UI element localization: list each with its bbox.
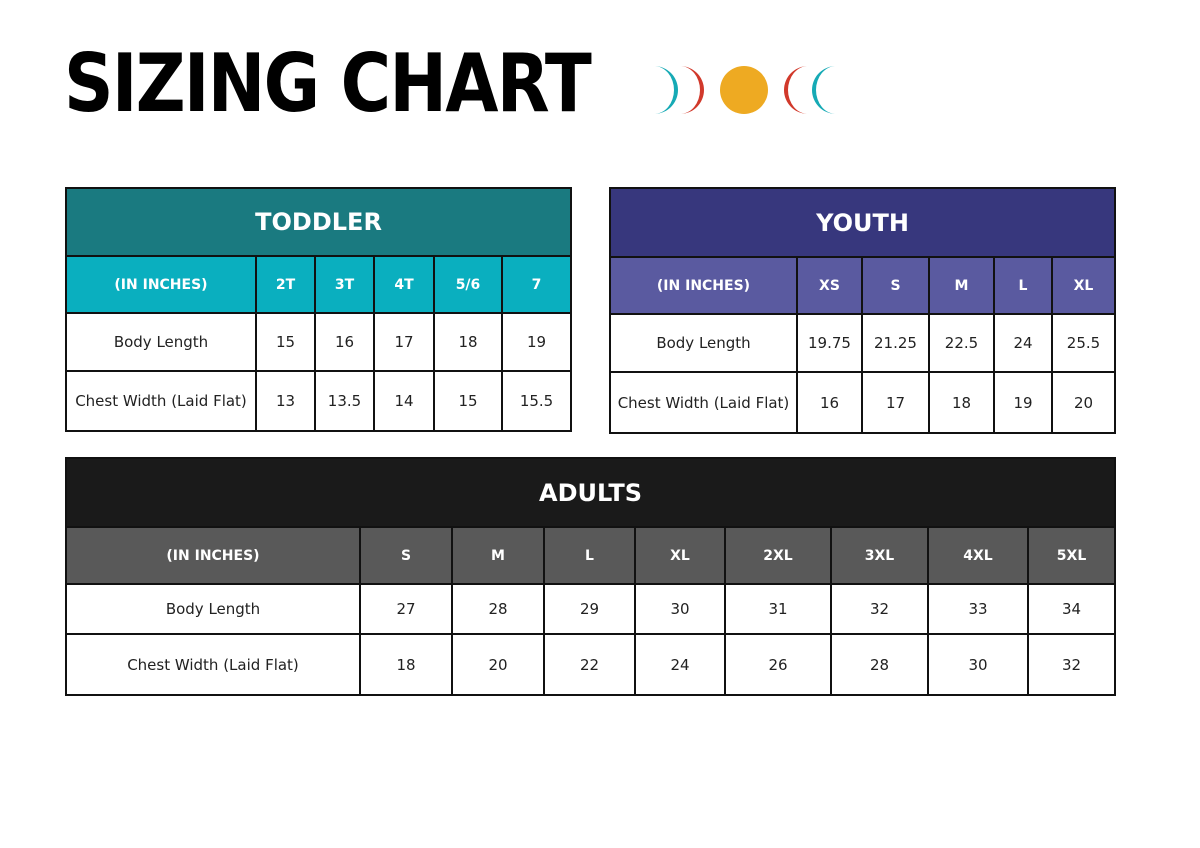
size-value: 33 <box>927 583 1029 635</box>
data-row: Chest Width (Laid Flat) 13 13.5 14 15 15.5 <box>65 370 573 432</box>
size-value: 16 <box>796 371 863 434</box>
row-label: Body Length <box>65 583 361 635</box>
column-header: M <box>928 256 995 315</box>
size-value: 18 <box>433 312 503 372</box>
table-title: ADULTS <box>64 457 1117 528</box>
size-value: 13 <box>255 370 316 432</box>
column-header: 3T <box>314 255 375 314</box>
size-table: YOUTH (IN INCHES) XS S M L XL Body Length 19.75 2… <box>609 187 1116 434</box>
title-row: ADULTS <box>64 457 1117 528</box>
size-value: 20 <box>451 633 545 696</box>
column-header: (IN INCHES) <box>609 256 798 315</box>
column-header: L <box>543 526 636 585</box>
column-header: XL <box>634 526 726 585</box>
size-value: 15 <box>433 370 503 432</box>
table-title: YOUTH <box>609 187 1116 258</box>
size-value: 19 <box>500 312 573 372</box>
column-header: XL <box>1051 256 1116 315</box>
size-value: 29 <box>543 583 636 635</box>
column-header: 5XL <box>1026 526 1117 585</box>
size-value: 18 <box>359 633 453 696</box>
column-header: 4T <box>373 255 435 314</box>
size-value: 24 <box>634 633 726 696</box>
size-value: 14 <box>373 370 435 432</box>
column-header: L <box>993 256 1053 315</box>
size-value: 30 <box>634 583 726 635</box>
row-label: Chest Width (Laid Flat) <box>65 633 361 696</box>
column-header: (IN INCHES) <box>65 255 257 314</box>
column-header: 2T <box>255 255 316 314</box>
title-row: YOUTH <box>609 187 1116 258</box>
row-label: Chest Width (Laid Flat) <box>65 370 257 432</box>
column-header: S <box>861 256 930 315</box>
size-value: 28 <box>451 583 545 635</box>
title-row: TODDLER <box>64 187 573 257</box>
size-value: 25.5 <box>1051 313 1116 373</box>
column-header: 7 <box>500 255 573 314</box>
column-header: 2XL <box>724 526 832 585</box>
size-value: 26 <box>724 633 832 696</box>
size-value: 15.5 <box>500 370 573 432</box>
size-value: 32 <box>830 583 929 635</box>
size-value: 34 <box>1026 583 1117 635</box>
row-label: Chest Width (Laid Flat) <box>609 371 798 434</box>
size-value: 18 <box>928 371 995 434</box>
size-value: 32 <box>1026 633 1117 696</box>
size-value: 22 <box>543 633 636 696</box>
column-header: (IN INCHES) <box>65 526 361 585</box>
size-value: 13.5 <box>314 370 375 432</box>
column-header: 4XL <box>927 526 1029 585</box>
size-value: 24 <box>993 313 1053 373</box>
data-row: Body Length 15 16 17 18 19 <box>65 312 573 372</box>
size-value: 27 <box>359 583 453 635</box>
column-header: 5/6 <box>433 255 503 314</box>
size-value: 31 <box>724 583 832 635</box>
data-row: Chest Width (Laid Flat) 16 17 18 19 20 <box>609 371 1116 434</box>
size-table: TODDLER (IN INCHES) 2T 3T 4T 5/6 7 Body Length 1… <box>64 187 573 432</box>
size-value: 20 <box>1051 371 1116 434</box>
size-value: 17 <box>373 312 435 372</box>
size-value: 16 <box>314 312 375 372</box>
column-header: XS <box>796 256 863 315</box>
moon-icons <box>654 66 836 114</box>
data-row: Body Length 27 28 29 30 31 32 33 34 <box>65 583 1117 635</box>
size-table: ADULTS (IN INCHES) S M L XL 2XL 3XL 4XL 5XL Body L… <box>64 457 1117 696</box>
data-row: Body Length 19.75 21.25 22.5 24 25.5 <box>609 313 1116 373</box>
row-label: Body Length <box>65 312 257 372</box>
size-value: 30 <box>927 633 1029 696</box>
size-value: 21.25 <box>861 313 930 373</box>
column-header: 3XL <box>830 526 929 585</box>
size-value: 28 <box>830 633 929 696</box>
header-row: (IN INCHES) XS S M L XL <box>609 256 1116 315</box>
row-label: Body Length <box>609 313 798 373</box>
header-row: (IN INCHES) 2T 3T 4T 5/6 7 <box>65 255 573 314</box>
page-title: SIZING CHART <box>64 37 592 130</box>
size-value: 22.5 <box>928 313 995 373</box>
size-value: 19.75 <box>796 313 863 373</box>
header-row: (IN INCHES) S M L XL 2XL 3XL 4XL 5XL <box>65 526 1117 585</box>
data-row: Chest Width (Laid Flat) 18 20 22 24 26 28 30 32 <box>65 633 1117 696</box>
column-header: S <box>359 526 453 585</box>
table-title: TODDLER <box>64 187 573 257</box>
size-value: 17 <box>861 371 930 434</box>
size-value: 19 <box>993 371 1053 434</box>
size-value: 15 <box>255 312 316 372</box>
column-header: M <box>451 526 545 585</box>
